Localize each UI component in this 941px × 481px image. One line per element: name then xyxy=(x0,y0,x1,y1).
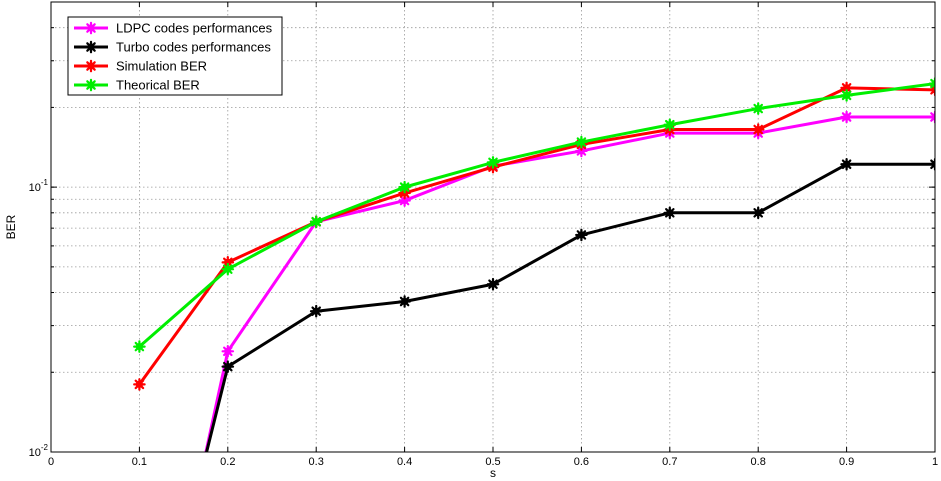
x-tick-label: 0.3 xyxy=(309,456,324,468)
grid xyxy=(51,2,935,452)
x-tick-label: 1 xyxy=(932,456,938,468)
x-tick-label: 0.7 xyxy=(662,456,677,468)
series-layer xyxy=(133,77,935,452)
data-point xyxy=(221,360,235,373)
x-tick-label: 0.6 xyxy=(574,456,589,468)
series-line xyxy=(138,82,935,348)
legend-entry-3: Theorical BER xyxy=(74,78,200,93)
data-point xyxy=(133,340,146,353)
axis-ticks: 0 0.1 0.2 0.3 0.4 0.5 0.6 0.7 0.8 0.9 1 10-2 10-1 xyxy=(29,2,938,468)
data-point xyxy=(751,206,765,220)
data-point xyxy=(928,77,935,90)
legend-label: Simulation BER xyxy=(116,59,207,74)
legend-marker xyxy=(84,59,98,73)
legend-marker xyxy=(84,21,98,35)
y-tick-label: 10-2 xyxy=(29,443,49,459)
x-tick-label: 0.8 xyxy=(751,456,766,468)
x-tick-label: 0 xyxy=(48,456,54,468)
x-axis-label: s xyxy=(490,466,496,480)
x-tick-label: 0.1 xyxy=(132,456,147,468)
legend-marker xyxy=(84,40,98,54)
data-point xyxy=(840,157,853,171)
series-1 xyxy=(205,157,935,452)
series-3 xyxy=(133,77,935,353)
data-point xyxy=(840,81,853,95)
y-tick-label: 10-1 xyxy=(29,178,49,194)
data-point xyxy=(663,118,677,132)
data-point xyxy=(663,206,677,220)
data-point xyxy=(486,156,500,169)
data-point xyxy=(309,215,323,229)
data-point xyxy=(840,110,853,124)
legend-marker xyxy=(84,78,98,92)
x-tick-label: 0.5 xyxy=(485,456,500,468)
legend-label: Theorical BER xyxy=(116,78,200,93)
legend-label: Turbo codes performances xyxy=(116,40,271,55)
x-tick-label: 0.2 xyxy=(220,456,235,468)
data-point xyxy=(221,344,235,358)
x-tick-label: 0.4 xyxy=(397,456,412,468)
y-axis-label: BER xyxy=(4,214,18,239)
data-point xyxy=(751,102,765,115)
series-line xyxy=(204,115,935,452)
data-point xyxy=(928,110,935,124)
x-tick-label: 0.9 xyxy=(839,456,854,468)
data-point xyxy=(221,262,235,276)
series-line xyxy=(138,86,935,386)
legend-entry-1: Turbo codes performances xyxy=(74,40,271,55)
data-point xyxy=(575,228,588,242)
legend-entry-0: LDPC codes performances xyxy=(74,21,273,36)
legend-entry-2: Simulation BER xyxy=(74,59,207,74)
legend-box xyxy=(67,16,283,96)
legend: LDPC codes performances Turbo codes perfo… xyxy=(67,16,283,96)
data-point xyxy=(928,157,935,171)
legend-label: LDPC codes performances xyxy=(116,21,273,36)
data-point xyxy=(309,304,323,318)
series-0 xyxy=(204,110,935,452)
data-point xyxy=(840,89,853,102)
data-point xyxy=(133,378,146,391)
data-point xyxy=(751,123,765,136)
data-point xyxy=(486,277,500,291)
data-point xyxy=(575,135,588,149)
series-line xyxy=(205,162,935,452)
data-point xyxy=(398,295,411,308)
data-point xyxy=(398,180,411,194)
